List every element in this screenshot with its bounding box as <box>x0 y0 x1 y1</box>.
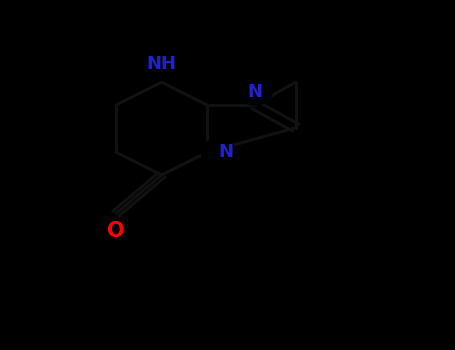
Text: N: N <box>218 143 233 161</box>
Circle shape <box>144 51 179 77</box>
Text: NH: NH <box>147 55 177 73</box>
Text: N: N <box>248 83 262 101</box>
Circle shape <box>201 139 236 166</box>
Text: O: O <box>107 221 125 241</box>
Circle shape <box>99 218 133 244</box>
Circle shape <box>238 78 272 105</box>
